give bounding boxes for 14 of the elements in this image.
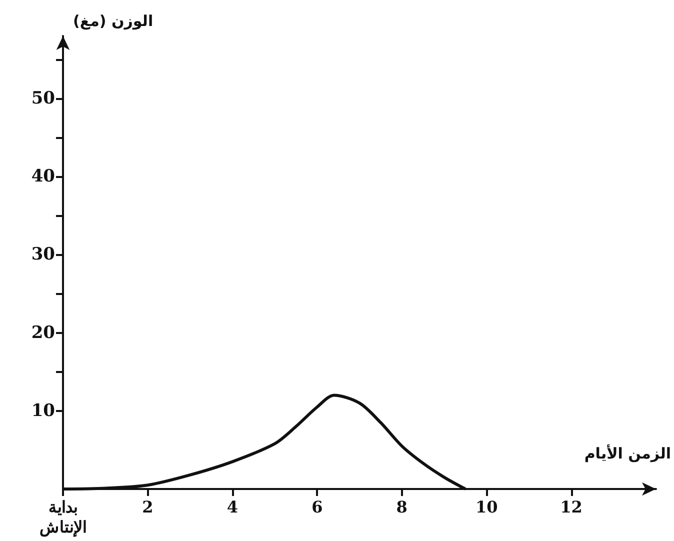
y-tick-label: 20 [31, 322, 56, 343]
x-tick-label: بداية الإنتاش [40, 498, 86, 538]
x-axis-title: الزمن الأيام [584, 444, 671, 462]
y-tick-label: 40 [31, 166, 56, 187]
x-tick-label: 8 [396, 498, 408, 516]
x-tick-label: 4 [226, 498, 238, 516]
x-tick-label: 12 [560, 498, 582, 516]
x-tick-label: 2 [142, 498, 154, 516]
x-tick-label: 6 [312, 498, 323, 516]
y-tick-label: 10 [31, 400, 56, 421]
x-tick-label: 10 [475, 498, 498, 516]
y-tick-label: 30 [31, 244, 56, 265]
y-axis-title: الوزن (مغ) [73, 12, 154, 30]
y-tick-label: 50 [31, 88, 56, 108]
